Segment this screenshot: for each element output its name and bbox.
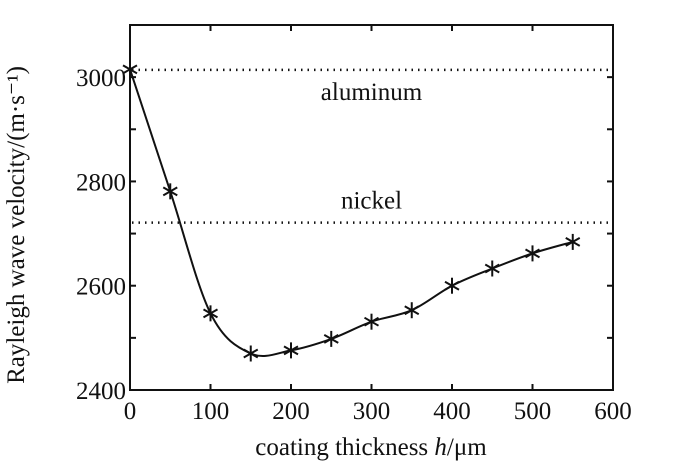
x-tick-label: 600	[594, 398, 632, 425]
data-point-marker	[283, 342, 299, 359]
reference-label-nickel: nickel	[341, 188, 402, 215]
x-axis-label: coating thickness h/μm	[255, 434, 487, 461]
data-point-marker	[404, 302, 420, 319]
data-point-marker	[444, 277, 460, 294]
data-point-marker	[565, 233, 581, 250]
x-tick-label: 100	[192, 398, 230, 425]
data-point-marker	[243, 345, 259, 362]
data-point-marker	[323, 330, 339, 347]
y-tick-label: 3000	[76, 65, 126, 92]
data-point-marker	[484, 260, 500, 277]
x-tick-label: 200	[272, 398, 310, 425]
y-tick-label: 2600	[76, 274, 126, 301]
y-axis-label: Rayleigh wave velocity/(m·s⁻¹)	[3, 66, 30, 384]
data-point-marker	[525, 245, 540, 262]
x-tick-label: 500	[514, 398, 552, 425]
data-point-marker	[364, 313, 379, 330]
x-tick-label: 400	[433, 398, 471, 425]
x-tick-label: 0	[124, 398, 137, 425]
data-point-marker	[203, 305, 218, 322]
x-tick-label: 300	[353, 398, 391, 425]
plot-frame	[129, 24, 614, 391]
y-tick-label: 2800	[76, 169, 126, 196]
y-tick-label: 2400	[76, 378, 126, 405]
data-point-marker	[162, 183, 178, 200]
reference-label-aluminum: aluminum	[321, 79, 423, 106]
